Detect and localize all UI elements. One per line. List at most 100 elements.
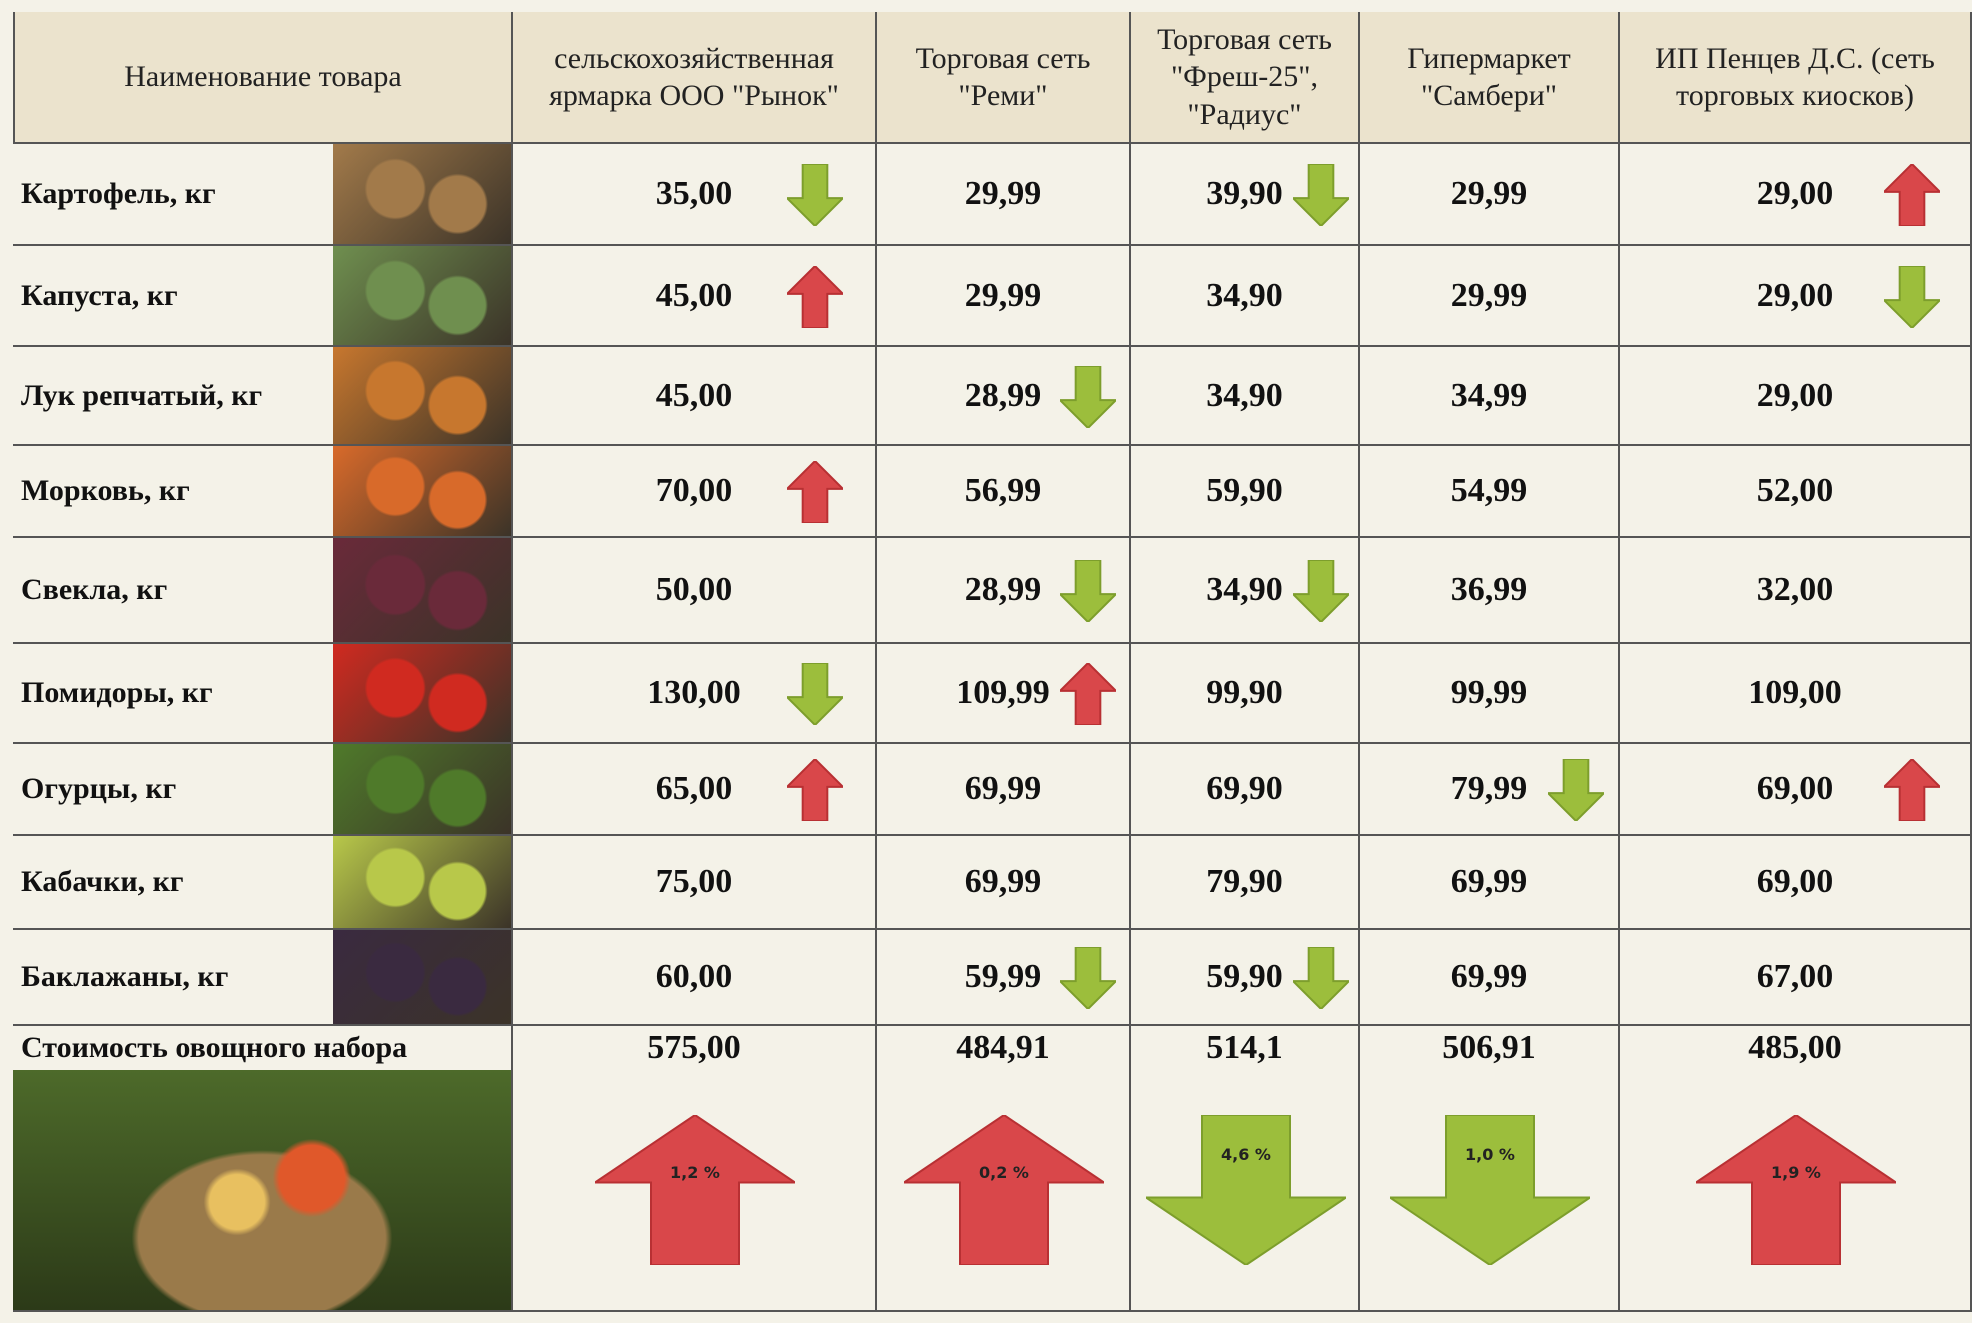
price: 29,99 [877, 144, 1131, 246]
trend-arrow [1060, 663, 1116, 725]
product-photo [333, 144, 513, 246]
arrow-shape [1390, 1115, 1590, 1265]
price: 79,90 [1131, 836, 1360, 930]
arrow-shape [1884, 164, 1940, 226]
price: 60,00 [513, 930, 877, 1026]
change-label: 4,6 % [1221, 1145, 1271, 1164]
price: 54,99 [1360, 446, 1620, 538]
trend-arrow [1884, 759, 1940, 821]
trend-arrow [787, 759, 843, 821]
price: 36,99 [1360, 538, 1620, 644]
trend-arrow [1884, 266, 1940, 328]
trend-arrow [1884, 164, 1940, 226]
arrow-shape [1293, 560, 1349, 622]
change-label: 0,2 % [979, 1163, 1029, 1182]
product-name: Капуста, кг [13, 246, 333, 347]
arrow-shape [1060, 560, 1116, 622]
product-photo [333, 644, 513, 744]
arrow-shape [1060, 663, 1116, 725]
arrow-shape [1696, 1115, 1896, 1265]
total-value: 484,91 [877, 1026, 1131, 1070]
change-label: 1,9 % [1771, 1163, 1821, 1182]
price: 56,99 [877, 446, 1131, 538]
price: 59,90 [1131, 446, 1360, 538]
price: 29,99 [877, 246, 1131, 347]
price: 69,99 [1360, 836, 1620, 930]
trend-arrow [1060, 366, 1116, 428]
product-name: Лук репчатый, кг [13, 347, 333, 446]
price: 67,00 [1620, 930, 1972, 1026]
product-photo [333, 347, 513, 446]
header-store: Гипермаркет "Самбери" [1360, 12, 1620, 144]
arrow-shape [787, 663, 843, 725]
trend-arrow [1293, 947, 1349, 1009]
total-label: Стоимость овощного набора [13, 1026, 513, 1070]
arrow-shape [787, 461, 843, 523]
change-label: 1,2 % [670, 1163, 720, 1182]
trend-arrow [787, 266, 843, 328]
product-photo [333, 744, 513, 836]
trend-arrow [1548, 759, 1604, 821]
product-name: Помидоры, кг [13, 644, 333, 744]
change-arrow: 1,2 % [595, 1115, 795, 1265]
price: 69,00 [1620, 836, 1972, 930]
change-arrow: 1,9 % [1696, 1115, 1896, 1265]
product-name: Баклажаны, кг [13, 930, 333, 1026]
product-photo [333, 836, 513, 930]
change-arrow: 1,0 % [1390, 1115, 1590, 1265]
price: 69,99 [877, 744, 1131, 836]
price: 99,99 [1360, 644, 1620, 744]
change-arrow: 4,6 % [1146, 1115, 1346, 1265]
header-store: Торговая сеть "Фреш-25", "Радиус" [1131, 12, 1360, 144]
trend-arrow [787, 164, 843, 226]
product-photo [333, 446, 513, 538]
basket-photo [13, 1070, 513, 1312]
trend-arrow [1293, 164, 1349, 226]
total-value: 506,91 [1360, 1026, 1620, 1070]
arrow-shape [787, 759, 843, 821]
price-table: Наименование товарасельскохозяйственная … [0, 0, 1972, 1323]
product-name: Картофель, кг [13, 144, 333, 246]
header-store: Торговая сеть "Реми" [877, 12, 1131, 144]
price: 29,99 [1360, 246, 1620, 347]
arrow-shape [1146, 1115, 1346, 1265]
arrow-shape [904, 1115, 1104, 1265]
product-photo [333, 246, 513, 347]
arrow-shape [1548, 759, 1604, 821]
price: 69,99 [877, 836, 1131, 930]
price: 75,00 [513, 836, 877, 930]
product-photo [333, 930, 513, 1026]
header-product: Наименование товара [13, 12, 513, 144]
trend-arrow [1293, 560, 1349, 622]
change-arrow: 0,2 % [904, 1115, 1104, 1265]
product-name: Морковь, кг [13, 446, 333, 538]
price: 99,90 [1131, 644, 1360, 744]
product-name: Кабачки, кг [13, 836, 333, 930]
price: 69,90 [1131, 744, 1360, 836]
arrow-shape [1060, 366, 1116, 428]
price: 32,00 [1620, 538, 1972, 644]
arrow-shape [1293, 947, 1349, 1009]
header-store: сельскохозяйственная ярмарка ООО "Рынок" [513, 12, 877, 144]
price: 29,99 [1360, 144, 1620, 246]
arrow-shape [1884, 266, 1940, 328]
total-value: 575,00 [513, 1026, 877, 1070]
change-label: 1,0 % [1465, 1145, 1515, 1164]
price: 52,00 [1620, 446, 1972, 538]
product-photo [333, 538, 513, 644]
price: 109,00 [1620, 644, 1972, 744]
arrow-shape [595, 1115, 795, 1265]
price: 29,00 [1620, 347, 1972, 446]
price: 69,99 [1360, 930, 1620, 1026]
header-store: ИП Пенцев Д.С. (сеть торговых киосков) [1620, 12, 1972, 144]
arrow-shape [787, 164, 843, 226]
price: 50,00 [513, 538, 877, 644]
arrow-shape [1060, 947, 1116, 1009]
total-value: 485,00 [1620, 1026, 1972, 1070]
trend-arrow [1060, 560, 1116, 622]
trend-arrow [787, 663, 843, 725]
trend-arrow [1060, 947, 1116, 1009]
price: 34,99 [1360, 347, 1620, 446]
product-name: Свекла, кг [13, 538, 333, 644]
arrow-shape [787, 266, 843, 328]
